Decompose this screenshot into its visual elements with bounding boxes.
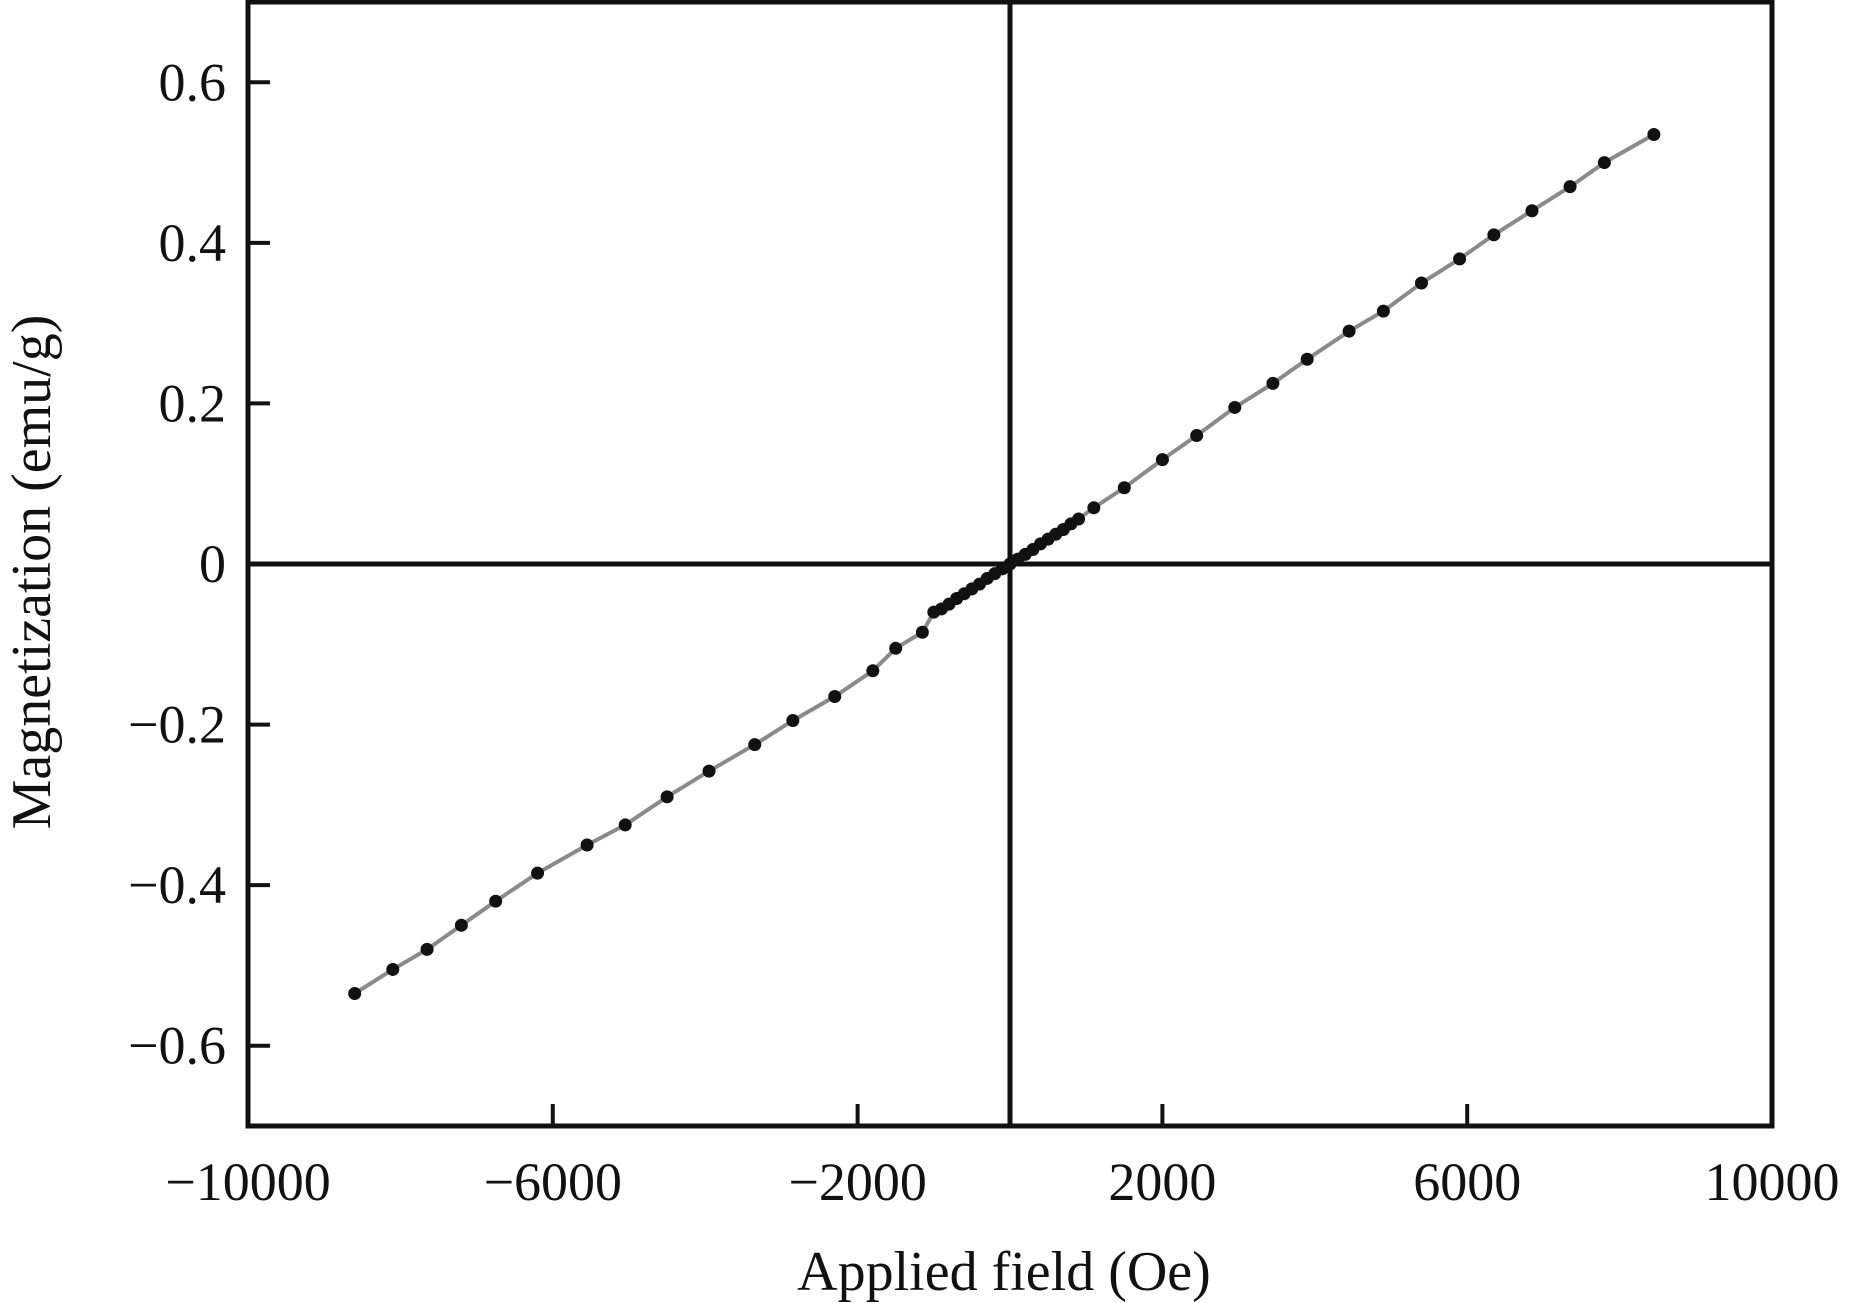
data-point — [660, 790, 674, 804]
data-point — [1087, 501, 1101, 515]
data-point — [580, 838, 594, 852]
y-tick-label: −0.4 — [128, 855, 226, 915]
data-point — [618, 818, 632, 832]
data-point — [1155, 453, 1169, 467]
x-tick-label: −10000 — [165, 1152, 330, 1212]
data-point — [348, 987, 362, 1001]
data-point — [1072, 512, 1086, 526]
data-point — [828, 689, 842, 703]
plot-area: −10000 −6000 −2000 2000 6000 10000 0.6 0.4 0.2 0 −… — [128, 0, 1840, 1212]
y-tick-label: 0 — [199, 534, 226, 594]
data-point — [1563, 180, 1577, 194]
y-tick-label: 0.4 — [159, 213, 227, 273]
data-point — [1376, 304, 1390, 318]
data-point — [1647, 127, 1661, 141]
x-axis-title: Applied field (Oe) — [797, 1241, 1211, 1303]
data-point — [1487, 228, 1501, 242]
x-tick-label: 6000 — [1413, 1152, 1521, 1212]
y-axis-title: Magnetization (emu/g) — [1, 315, 63, 830]
x-tick-label: −2000 — [788, 1152, 926, 1212]
data-point — [702, 764, 716, 778]
data-point — [454, 918, 468, 932]
data-point — [1190, 429, 1204, 443]
y-tick-label: 0.6 — [159, 52, 227, 112]
data-point — [1300, 352, 1314, 366]
y-tick-label: 0.2 — [159, 373, 227, 433]
data-point — [531, 866, 545, 880]
data-point — [1597, 156, 1611, 170]
data-point — [1342, 324, 1356, 338]
data-point — [489, 894, 503, 908]
data-point — [1228, 400, 1242, 414]
y-tick-label: −0.2 — [128, 695, 226, 755]
data-point — [386, 962, 400, 976]
x-tick-label: −6000 — [484, 1152, 622, 1212]
data-point — [420, 942, 434, 956]
data-point — [1453, 252, 1467, 266]
x-tick-label: 2000 — [1108, 1152, 1216, 1212]
data-point — [1525, 204, 1539, 218]
data-point — [1117, 481, 1131, 495]
plot-frame — [245, 0, 1775, 1129]
y-tick-label: −0.6 — [128, 1016, 226, 1076]
data-point — [1266, 376, 1280, 390]
data-point — [889, 641, 903, 655]
axis-titles: Applied field (Oe) Magnetization (emu/g) — [1, 315, 1211, 1303]
data-point — [1414, 276, 1428, 290]
data-point — [915, 625, 929, 639]
x-tick-label: 10000 — [1705, 1152, 1840, 1212]
data-point — [786, 714, 800, 728]
data-point — [866, 664, 880, 678]
data-point — [748, 738, 762, 752]
